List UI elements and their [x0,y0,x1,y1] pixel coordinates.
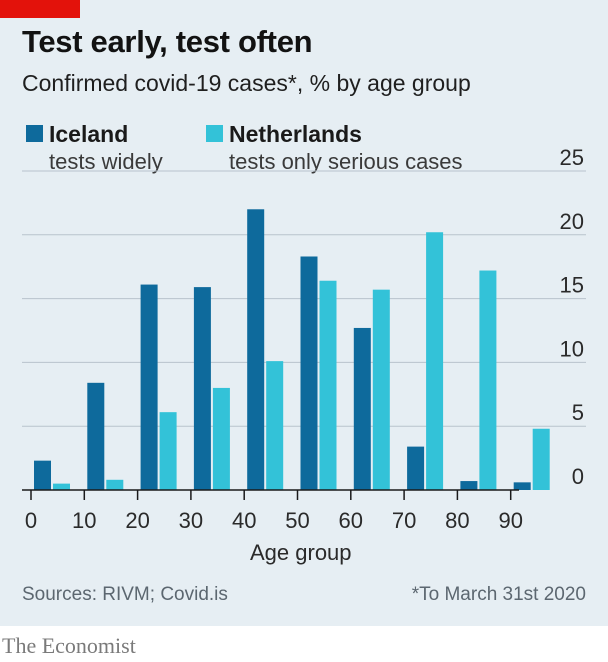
y-tick-label-10: 10 [560,336,584,361]
legend-swatch-iceland [26,125,43,142]
x-tick-label-80: 80 [445,508,469,533]
y-tick-label-0: 0 [572,464,584,489]
bar-netherlands-30-39 [212,387,230,490]
chart-title: Test early, test often [22,24,313,59]
y-tick-label-15: 15 [560,273,584,298]
legend-description-netherlands: tests only serious cases [229,149,463,174]
bar-iceland-60-69 [353,327,371,490]
chart-subtitle: Confirmed covid-19 cases*, % by age grou… [22,70,471,96]
legend-description-iceland: tests widely [49,149,163,174]
x-tick-label-40: 40 [232,508,256,533]
bar-netherlands-80-89 [479,270,497,490]
legend-swatch-netherlands [206,125,223,142]
bar-netherlands-60-69 [372,289,390,490]
x-tick-label-30: 30 [179,508,203,533]
bar-iceland-30-39 [193,287,211,490]
x-tick-label-50: 50 [285,508,309,533]
bar-netherlands-0-9 [53,483,70,490]
x-tick-label-10: 10 [72,508,96,533]
bar-netherlands-50-59 [319,280,337,490]
bar-iceland-40-49 [247,209,265,490]
x-tick-label-70: 70 [392,508,416,533]
bar-netherlands-40-49 [266,361,284,490]
x-tick-label-0: 0 [25,508,37,533]
x-axis-title: Age group [250,540,352,565]
bar-iceland-80-89 [460,481,478,490]
bar-netherlands-90+ [532,428,550,490]
bar-iceland-90+ [513,482,531,490]
y-tick-label-25: 25 [560,145,584,170]
bar-netherlands-20-29 [159,412,177,490]
legend-label-netherlands: Netherlands [229,121,362,147]
bar-iceland-0-9 [34,460,51,490]
bar-iceland-20-29 [140,284,158,490]
brand-red-tag [0,0,80,18]
bar-netherlands-10-19 [106,479,124,490]
bar-iceland-70-79 [407,446,425,490]
footnote: *To March 31st 2020 [411,584,586,605]
bars [34,209,550,491]
legend-label-iceland: Iceland [49,121,129,147]
x-axis: 0 10 20 30 40 50 60 70 80 90 [22,489,523,533]
x-tick-label-90: 90 [498,508,522,533]
x-tick-label-60: 60 [339,508,363,533]
y-tick-label-5: 5 [572,400,584,425]
brand-wordmark: The Economist [2,633,136,658]
y-tick-labels: 25 20 15 10 5 0 [560,145,584,489]
bar-iceland-10-19 [87,382,105,490]
source-note: Sources: RIVM; Covid.is [22,584,228,605]
bar-iceland-50-59 [300,256,318,490]
bar-netherlands-70-79 [426,232,444,491]
x-tick-label-20: 20 [125,508,149,533]
y-tick-label-20: 20 [560,209,584,234]
